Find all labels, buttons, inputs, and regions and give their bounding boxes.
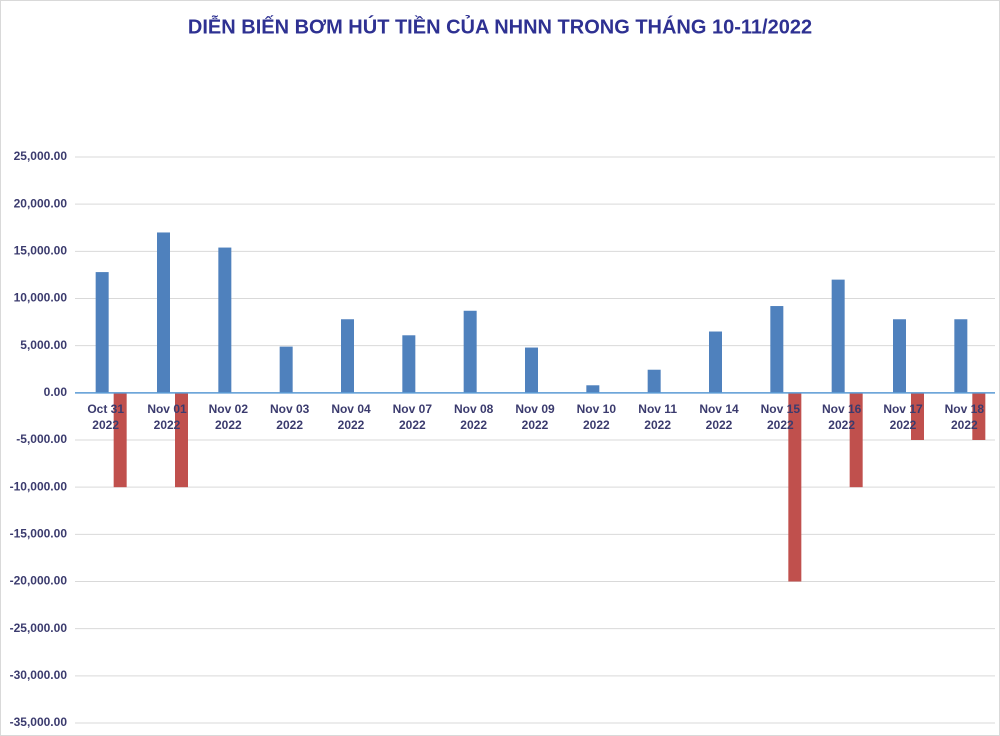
bar bbox=[113, 392, 127, 488]
bar bbox=[175, 392, 188, 488]
x-tick-label: Nov 04 2022 bbox=[331, 401, 371, 432]
bar bbox=[95, 272, 109, 393]
x-tick-label: Nov 08 2022 bbox=[453, 401, 494, 432]
bar bbox=[463, 310, 477, 393]
bar bbox=[972, 392, 986, 440]
y-tick-label: -25,000.00 bbox=[10, 621, 68, 635]
y-tick-label: -10,000.00 bbox=[10, 479, 68, 493]
bar bbox=[709, 331, 722, 393]
x-tick-label: Nov 01 2022 bbox=[147, 401, 187, 432]
bar bbox=[788, 392, 802, 582]
bar bbox=[402, 335, 416, 393]
bar bbox=[849, 392, 863, 488]
bar bbox=[770, 306, 784, 393]
x-tick-label: Nov 16 2022 bbox=[821, 401, 862, 432]
y-tick-label: 5,000.00 bbox=[20, 338, 67, 352]
y-tick-label: -30,000.00 bbox=[10, 668, 68, 682]
y-tick-label: -5,000.00 bbox=[16, 432, 67, 446]
x-tick-label: Nov 18 2022 bbox=[944, 401, 984, 432]
x-tick-label: Nov 15 2022 bbox=[760, 401, 800, 432]
x-tick-label: Oct 31 2022 bbox=[87, 401, 124, 432]
bar bbox=[525, 347, 538, 393]
x-tick-label: Nov 07 2022 bbox=[392, 401, 432, 432]
y-tick-label: -15,000.00 bbox=[10, 527, 68, 541]
bar bbox=[831, 279, 845, 393]
bar bbox=[647, 369, 661, 393]
x-tick-label: Nov 17 2022 bbox=[883, 401, 923, 432]
bar bbox=[954, 319, 968, 393]
y-tick-label: 15,000.00 bbox=[14, 244, 68, 258]
x-tick-label: Nov 11 2022 bbox=[638, 401, 677, 432]
y-tick-label: 0.00 bbox=[44, 385, 68, 399]
y-tick-label: 25,000.00 bbox=[14, 149, 68, 163]
x-tick-label: Nov 10 2022 bbox=[576, 401, 616, 432]
x-tick-label: Nov 14 2022 bbox=[699, 401, 739, 432]
y-tick-label: -35,000.00 bbox=[10, 715, 68, 729]
y-tick-label: 20,000.00 bbox=[14, 196, 68, 210]
x-tick-label: Nov 09 2022 bbox=[515, 401, 555, 432]
bar bbox=[893, 319, 906, 393]
bar bbox=[279, 346, 293, 393]
chart-title: DIỄN BIẾN BƠM HÚT TIỀN CỦA NHNN TRONG TH… bbox=[188, 14, 812, 38]
x-tick-label: Nov 02 2022 bbox=[208, 401, 248, 432]
bar bbox=[157, 232, 170, 393]
y-tick-label: 10,000.00 bbox=[14, 291, 68, 305]
y-tick-label: -20,000.00 bbox=[10, 574, 68, 588]
bar bbox=[341, 319, 354, 393]
x-tick-label: Nov 03 2022 bbox=[269, 401, 310, 432]
bar bbox=[586, 385, 600, 393]
bar bbox=[911, 392, 924, 440]
bar bbox=[218, 247, 232, 393]
